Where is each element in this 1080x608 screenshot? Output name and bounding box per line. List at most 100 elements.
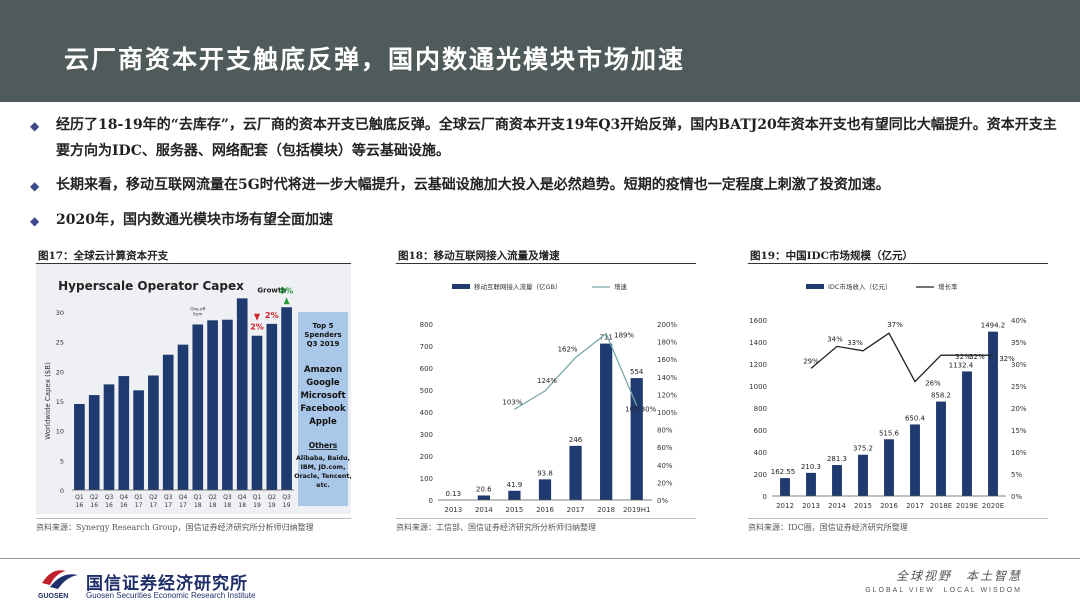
- x-tick-label: 2016: [880, 502, 898, 510]
- growth-line: [810, 332, 993, 383]
- bar: [148, 375, 159, 490]
- y-tick-label: 20: [56, 368, 64, 376]
- up-arrow-icon: [283, 297, 290, 305]
- diamond-icon: ◆: [30, 119, 40, 133]
- x-tick-label: Q3 18: [223, 494, 232, 509]
- bar: [600, 343, 613, 500]
- bar: [207, 320, 218, 490]
- y2-tick-label: 100%: [657, 409, 677, 417]
- traffic-chart-svg: 移动互联网接入流量（亿GB） 增速 0 100 200 300 400 500 600 700 80…: [420, 282, 678, 514]
- x-tick-label: Q3 19: [282, 494, 291, 509]
- annotation-one-off: One-off Item: [190, 306, 205, 316]
- bullet-item: ◆ 2020年，国内数通光模块市场有望全面加速: [30, 207, 1070, 234]
- y-tick-label: 25: [56, 339, 64, 347]
- legend-line-label: 增速: [614, 282, 628, 291]
- bullet-list: ◆ 经历了18-19年的“去库存”，云厂商的资本开支已触底反弹。全球云厂商资本开支…: [30, 112, 1070, 234]
- annotation-down-1: 2%: [250, 323, 264, 332]
- chart-idc: 图19：中国IDC市场规模（亿元） IDC市场收入（亿元） 增长率 0 200 400 6…: [748, 248, 1048, 533]
- growth-label: 29%: [803, 357, 819, 365]
- bar: [508, 490, 521, 500]
- y2-tick-label: 60%: [657, 444, 673, 452]
- bullet-text: 经历了18-19年的“去库存”，云厂商的资本开支已触底反弹。全球云厂商资本开支1…: [56, 117, 1057, 159]
- bar: [162, 354, 174, 490]
- x-tick-label: 2014: [828, 502, 846, 510]
- growth-label: 33%: [847, 339, 863, 347]
- panel-company: Facebook: [300, 404, 346, 414]
- bar: [858, 454, 868, 496]
- x-tick-label: Q2 16: [90, 494, 99, 509]
- growth-label: 32%: [955, 353, 971, 361]
- y-axis-label: Worldwide Capex ($B): [44, 362, 52, 440]
- y-tick-label: 0: [763, 493, 767, 501]
- y2-tick-label: 80%: [657, 427, 673, 435]
- figure-label: 图17：全球云计算资本开支: [36, 248, 351, 264]
- y2-tick-label: 180%: [657, 339, 677, 347]
- bar: [884, 439, 894, 496]
- y-tick-label: 700: [420, 343, 433, 351]
- bar-value-label: 20.6: [476, 485, 492, 493]
- legend-line-label: 增长率: [938, 282, 958, 291]
- panel-others-title: Others: [309, 441, 338, 450]
- annotation-up: 8%: [280, 286, 294, 295]
- bar: [910, 424, 920, 496]
- figure-label: 图19：中国IDC市场规模（亿元）: [748, 248, 1048, 264]
- y2-tick-label: 0%: [1011, 493, 1022, 501]
- y2-tick-label: 10%: [1011, 449, 1027, 457]
- y-tick-label: 10: [56, 428, 64, 436]
- bar-value-label: 1494.2: [981, 322, 1006, 330]
- annotation-growth: Growth: [257, 286, 286, 294]
- bar-value-label: 650.4: [905, 414, 926, 422]
- bar-value-label: 711: [599, 334, 612, 342]
- bar: [88, 395, 100, 490]
- y2-tick-label: 20%: [657, 479, 673, 487]
- y2-tick-label: 200%: [657, 321, 677, 329]
- panel-company: Microsoft: [300, 391, 345, 401]
- y-tick-label: 30: [56, 309, 64, 317]
- bar-value-label: 41.9: [507, 481, 523, 489]
- footer: GUOSEN 国信证券经济研究所 Guosen Securities Econo…: [0, 558, 1080, 608]
- bar-value-label: 858.2: [931, 392, 951, 400]
- header-bar: 云厂商资本开支触底反弹，国内数通光模块市场加速: [0, 0, 1080, 102]
- growth-line: [514, 332, 638, 410]
- x-tick-label: Q1 17: [134, 494, 143, 509]
- y2-tick-label: 40%: [1011, 317, 1027, 325]
- panel-others-line: etc.: [316, 482, 329, 489]
- bar: [103, 384, 115, 490]
- x-tick-label: 2012: [776, 502, 794, 510]
- x-tick-label: 2013: [444, 506, 462, 514]
- growth-label: 107.30%: [625, 406, 656, 414]
- bar-value-label: 162.55: [771, 468, 796, 476]
- y2-tick-label: 20%: [1011, 405, 1027, 413]
- x-tick-label: Q4 16: [120, 494, 129, 509]
- x-tick-label: Q2 17: [149, 494, 158, 509]
- y-tick-label: 200: [420, 453, 433, 461]
- panel-company: Google: [306, 378, 340, 388]
- bar: [236, 298, 248, 490]
- legend-bar-swatch: [452, 284, 470, 289]
- page-title: 云厂商资本开支触底反弹，国内数通光模块市场加速: [64, 45, 686, 74]
- growth-label: 124%: [537, 377, 557, 385]
- bar-value-label: 375.2: [853, 445, 873, 453]
- idc-chart-svg: IDC市场收入（亿元） 增长率 0 200 400 600 800 1000 1200 1400 1…: [749, 282, 1027, 510]
- bar: [477, 495, 490, 500]
- y-tick-label: 100: [420, 475, 433, 483]
- bar-value-label: 93.8: [537, 469, 553, 477]
- y-tick-label: 400: [754, 449, 767, 457]
- legend-bar-label: 移动互联网接入流量（亿GB）: [474, 282, 562, 291]
- bar: [133, 390, 144, 490]
- bar: [569, 445, 582, 500]
- bar: [780, 478, 790, 496]
- x-tick-label: Q2 18: [208, 494, 217, 509]
- y-tick-label: 800: [420, 321, 433, 329]
- chart-capex: 图17：全球云计算资本开支 Hyperscale Operator Capex 0…: [36, 248, 351, 533]
- diamond-icon: ◆: [30, 214, 40, 228]
- bar: [222, 319, 233, 490]
- bar-value-label: 0.13: [445, 490, 461, 498]
- chart-traffic: 图18：移动互联网接入流量及增速 移动互联网接入流量（亿GB） 增速 0 100 200…: [396, 248, 696, 533]
- annotation-down-2: 2%: [265, 311, 279, 320]
- bar: [630, 378, 643, 500]
- growth-label: 37%: [887, 321, 903, 329]
- bar: [962, 371, 972, 496]
- bullet-item: ◆ 长期来看，移动互联网流量在5G时代将进一步大幅提升，云基础设施加大投入是必然趋…: [30, 172, 1070, 199]
- growth-label: 162%: [558, 345, 578, 353]
